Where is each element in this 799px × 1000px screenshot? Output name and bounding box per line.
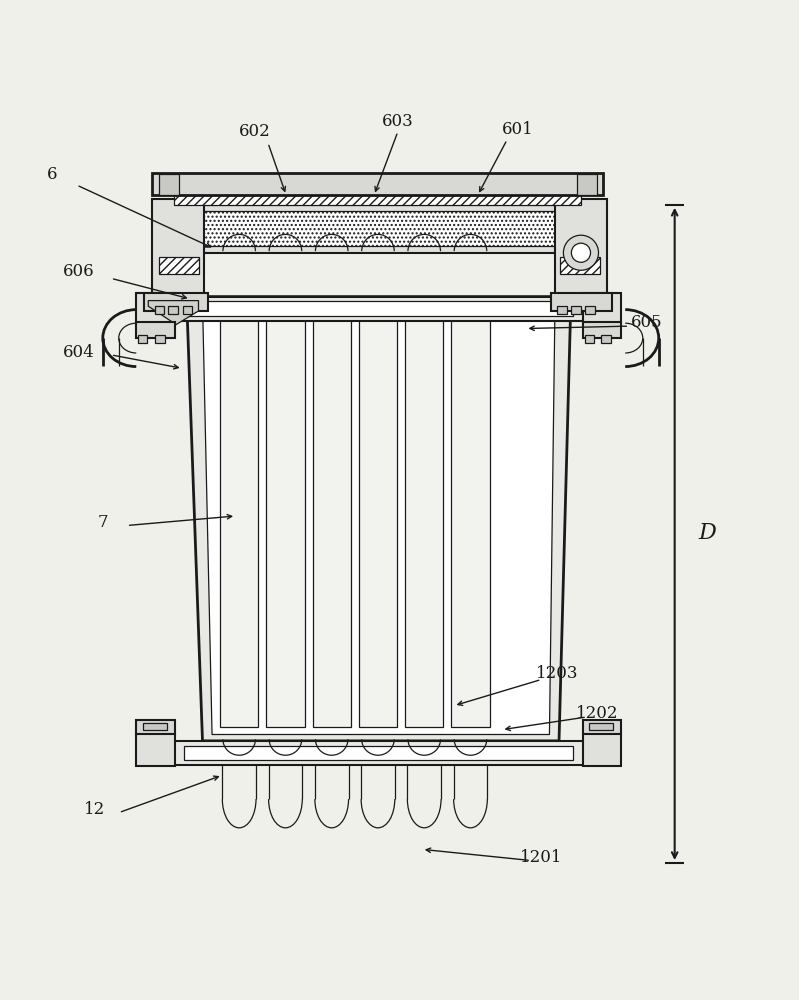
Text: D: D bbox=[698, 522, 717, 544]
Bar bbox=[184, 301, 573, 316]
Circle shape bbox=[571, 243, 590, 262]
Bar bbox=[138, 335, 148, 343]
Text: 606: 606 bbox=[63, 263, 94, 280]
Bar bbox=[558, 306, 567, 314]
Bar bbox=[220, 302, 258, 727]
Polygon shape bbox=[149, 301, 198, 325]
Text: 6: 6 bbox=[47, 166, 58, 183]
Bar bbox=[583, 322, 622, 338]
Bar bbox=[159, 174, 178, 195]
Bar bbox=[555, 199, 607, 297]
Text: 12: 12 bbox=[84, 801, 105, 818]
Bar bbox=[143, 723, 167, 730]
Bar bbox=[182, 306, 192, 314]
Bar bbox=[172, 205, 583, 253]
Bar bbox=[312, 302, 351, 727]
Bar bbox=[571, 306, 581, 314]
Bar bbox=[586, 306, 595, 314]
Polygon shape bbox=[186, 297, 571, 741]
Bar bbox=[405, 302, 443, 727]
Bar bbox=[159, 257, 199, 274]
Bar bbox=[551, 293, 613, 311]
Bar bbox=[137, 733, 174, 766]
Circle shape bbox=[563, 235, 598, 270]
Bar bbox=[602, 335, 611, 343]
Bar bbox=[451, 302, 490, 727]
Text: 1201: 1201 bbox=[520, 849, 562, 866]
Bar bbox=[585, 335, 594, 343]
Bar bbox=[170, 297, 587, 321]
Text: 602: 602 bbox=[238, 123, 270, 140]
Bar bbox=[583, 293, 622, 325]
Text: 603: 603 bbox=[382, 113, 414, 130]
Bar bbox=[169, 306, 177, 314]
Bar bbox=[583, 733, 622, 766]
Bar bbox=[156, 335, 165, 343]
Bar bbox=[590, 723, 614, 730]
Text: 604: 604 bbox=[63, 344, 95, 361]
Bar bbox=[173, 195, 582, 205]
Bar bbox=[137, 720, 174, 734]
Bar bbox=[184, 746, 573, 760]
Bar bbox=[145, 293, 208, 311]
Text: 7: 7 bbox=[97, 514, 108, 531]
Text: 1202: 1202 bbox=[576, 705, 618, 722]
Bar bbox=[170, 741, 587, 765]
Bar bbox=[153, 173, 603, 195]
Bar bbox=[137, 322, 174, 338]
Polygon shape bbox=[202, 301, 555, 734]
Bar bbox=[560, 257, 601, 274]
Bar bbox=[178, 211, 577, 246]
Bar bbox=[266, 302, 304, 727]
Text: 1203: 1203 bbox=[536, 665, 578, 682]
Bar bbox=[153, 199, 204, 297]
Bar bbox=[577, 174, 597, 195]
Bar bbox=[359, 302, 397, 727]
Bar bbox=[137, 293, 174, 325]
Text: 605: 605 bbox=[631, 314, 662, 331]
Bar bbox=[155, 306, 165, 314]
Text: 601: 601 bbox=[502, 121, 534, 138]
Bar bbox=[583, 720, 622, 734]
